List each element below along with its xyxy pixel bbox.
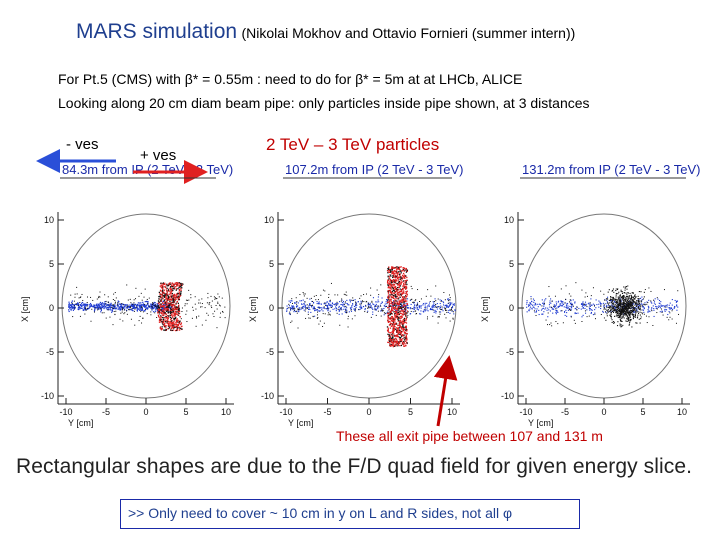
y-tick-label: -5: [46, 347, 54, 357]
coverage-note: >> Only need to cover ~ 10 cm in y on L …: [128, 505, 513, 521]
particle-hits-3: [526, 282, 680, 328]
y-tick-label: -10: [41, 391, 54, 401]
y-tick-label: -5: [266, 347, 274, 357]
x-tick-label: 5: [408, 407, 413, 417]
y-tick-label: 0: [509, 303, 514, 313]
y-tick-label: 10: [44, 215, 54, 225]
x-tick-label: 0: [143, 407, 148, 417]
coverage-note-box: [120, 499, 580, 529]
x-tick-label: -10: [59, 407, 72, 417]
scatter-panel-3: -10 -10 -5 -5 0 0 5 5 10 10 Y [cm] X [cm]: [480, 212, 690, 428]
slide-title: MARS simulation (Nikolai Mokhov and Otta…: [76, 20, 575, 44]
x-tick-label: 10: [677, 407, 687, 417]
x-tick-label: -10: [519, 407, 532, 417]
y-tick-label: -10: [501, 391, 514, 401]
y-tick-label: 10: [264, 215, 274, 225]
rectangular-shapes-note: Rectangular shapes are due to the F/D qu…: [16, 455, 693, 478]
x-tick-label: 5: [640, 407, 645, 417]
y-tick-label: 5: [509, 259, 514, 269]
y-tick-label: 10: [504, 215, 514, 225]
y-tick-label: 5: [49, 259, 54, 269]
negative-charge-label: - ves: [66, 136, 99, 153]
scatter-panel-1: -10 -10 -5 -5 0 0 5 5 10 10 Y [cm] X [cm]: [20, 212, 234, 428]
y-tick-label: 0: [269, 303, 274, 313]
panel-axis-title-y: Y [cm]: [68, 418, 93, 428]
x-tick-label: 5: [183, 407, 188, 417]
x-tick-label: -10: [279, 407, 292, 417]
particle-hits-1: [68, 282, 226, 332]
y-tick-label: 5: [269, 259, 274, 269]
y-tick-label: -5: [506, 347, 514, 357]
x-tick-label: -5: [561, 407, 569, 417]
panel-axis-title-y: Y [cm]: [288, 418, 313, 428]
exit-note-arrow: [433, 355, 458, 427]
x-tick-label: -5: [323, 407, 331, 417]
positive-charge-label: + ves: [140, 147, 177, 164]
panel-axis-title-x: X [cm]: [480, 296, 490, 322]
panel-axis-title-x: X [cm]: [20, 296, 30, 322]
x-tick-label: 10: [447, 407, 457, 417]
exit-pipe-note: These all exit pipe between 107 and 131 …: [336, 428, 603, 444]
y-tick-label: 0: [49, 303, 54, 313]
intro-line-2: Looking along 20 cm diam beam pipe: only…: [58, 95, 590, 111]
x-tick-label: 10: [221, 407, 231, 417]
panel-axis-title-x: X [cm]: [248, 296, 258, 322]
intro-line-1: For Pt.5 (CMS) with β* = 0.55m : need to…: [58, 71, 523, 87]
panel-2-title: 107.2m from IP (2 TeV - 3 TeV): [285, 162, 464, 177]
x-tick-label: 0: [601, 407, 606, 417]
panel-3-title: 131.2m from IP (2 TeV - 3 TeV): [522, 162, 701, 177]
energy-slice-label: 2 TeV – 3 TeV particles: [266, 135, 440, 154]
panel-axis-title-y: Y [cm]: [528, 418, 553, 428]
title-main: MARS simulation: [76, 20, 238, 43]
title-authors: (Nikolai Mokhov and Ottavio Fornieri (su…: [241, 25, 576, 41]
x-tick-label: 0: [366, 407, 371, 417]
scatter-panel-2: -10 -10 -5 -5 0 0 5 5 10 10 Y [cm] X [cm]: [248, 212, 460, 428]
particle-hits-2: [286, 266, 456, 348]
y-tick-label: -10: [261, 391, 274, 401]
x-tick-label: -5: [102, 407, 110, 417]
